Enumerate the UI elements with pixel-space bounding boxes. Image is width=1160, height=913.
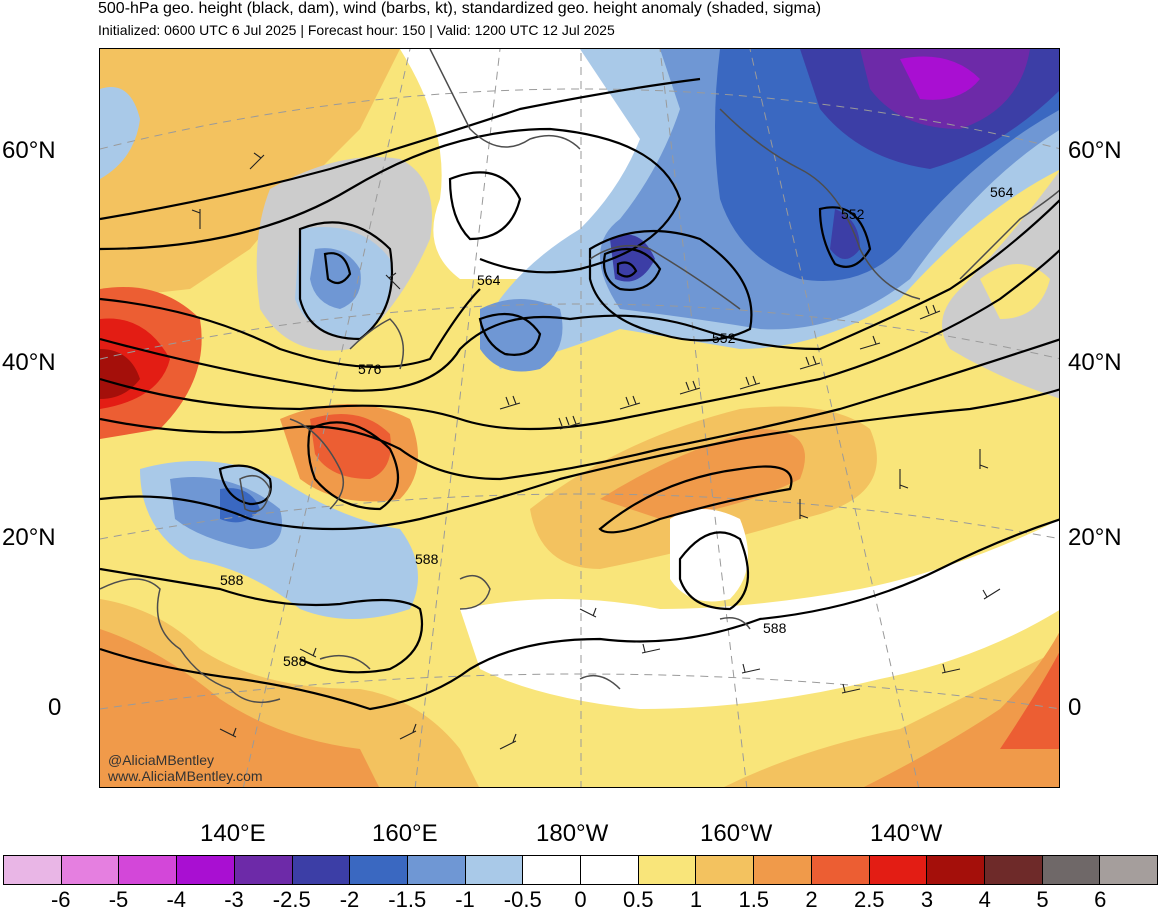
anomaly-okhotsk-blue	[310, 248, 361, 309]
colorbar-label: 0.5	[622, 887, 654, 912]
map-panel: 564 576 552 552 564 588 588 588 588	[99, 48, 1060, 788]
wind-barbs	[191, 152, 1001, 750]
colorbar-label: 1.5	[738, 887, 770, 912]
colorbar-swatch	[1042, 856, 1101, 884]
anomaly-japan-red	[310, 414, 391, 479]
contour-label: 564	[990, 184, 1014, 200]
anomaly-ne-yellow	[980, 264, 1050, 319]
colorbar-label: -2.5	[272, 887, 311, 912]
contour-label-group: 564 576 552 552 564 588 588 588 588	[220, 184, 1014, 669]
colorbar-label: -3	[224, 887, 244, 912]
chart-title: 500-hPa geo. height (black, dam), wind (…	[98, 0, 822, 17]
contour-label: 588	[763, 620, 787, 636]
colorbar-swatch	[1100, 856, 1158, 884]
colorbar-swatch	[638, 856, 697, 884]
colorbar	[3, 855, 1158, 885]
colorbar-label: 3	[920, 887, 934, 912]
lat-label-right: 60°N	[1068, 137, 1122, 164]
colorbar-label: -2	[339, 887, 360, 912]
contour-label: 552	[841, 206, 865, 222]
colorbar-label: 1	[689, 887, 703, 912]
height-contours	[100, 77, 1059, 711]
anomaly-tropical-white	[460, 519, 1059, 709]
colorbar-label: -6	[50, 887, 71, 912]
colorbar-swatch	[407, 856, 466, 884]
credit-handle: @AliciaMBentley	[108, 752, 215, 768]
anomaly-alaska-core	[830, 209, 860, 259]
colorbar-swatch	[581, 856, 639, 884]
chart-subtitle: Initialized: 0600 UTC 6 Jul 2025 | Forec…	[98, 22, 615, 38]
colorbar-label: -4	[166, 887, 187, 912]
lat-label-left: 40°N	[2, 349, 56, 376]
contour-label: 564	[477, 272, 501, 288]
map-svg: 564 576 552 552 564 588 588 588 588	[100, 49, 1059, 787]
colorbar-label: 2	[805, 887, 818, 912]
colorbar-swatch	[61, 856, 120, 884]
colorbar-swatch	[523, 856, 582, 884]
colorbar-label: -1	[455, 887, 475, 912]
anomaly-north-white	[400, 49, 680, 279]
lon-label: 180°W	[536, 820, 609, 847]
lon-label: 160°E	[372, 820, 438, 847]
coastlines	[100, 49, 1059, 704]
colorbar-swatch	[119, 856, 178, 884]
colorbar-swatch	[234, 856, 293, 884]
colorbar-label: 2.5	[853, 887, 885, 912]
colorbar-swatch	[984, 856, 1043, 884]
colorbar-swatch	[350, 856, 408, 884]
anomaly-nw-orange	[100, 49, 400, 299]
lat-label-right: 0	[1068, 694, 1082, 721]
contour-label: 588	[415, 551, 439, 567]
lat-label-left: 0	[48, 694, 62, 721]
colorbar-swatch	[869, 856, 928, 884]
colorbar-swatch	[754, 856, 812, 884]
colorbar-swatch	[927, 856, 985, 884]
colorbar-label: 0	[574, 887, 587, 912]
contour-label: 552	[712, 330, 736, 346]
contour-label: 576	[358, 361, 382, 377]
colorbar-swatch	[4, 856, 62, 884]
anomaly-se-red	[1000, 652, 1059, 749]
lat-label-right: 20°N	[1068, 524, 1122, 551]
contour-label: 588	[220, 572, 244, 588]
lon-label: 140°E	[200, 820, 266, 847]
colorbar-swatch	[696, 856, 755, 884]
colorbar-swatch	[177, 856, 235, 884]
anomaly-subtrop-darkblue	[220, 488, 260, 523]
colorbar-swatch	[465, 856, 524, 884]
lon-label: 160°W	[700, 820, 773, 847]
anomaly-nw-blue	[100, 87, 140, 179]
colorbar-swatch	[811, 856, 870, 884]
colorbar-label: 4	[978, 887, 991, 912]
colorbar-label: 6	[1094, 887, 1107, 912]
lat-label-left: 60°N	[2, 137, 56, 164]
lon-label: 140°W	[870, 820, 943, 847]
colorbar-label: -1.5	[388, 887, 427, 912]
lat-label-left: 20°N	[2, 524, 56, 551]
lat-label-right: 40°N	[1068, 349, 1122, 376]
colorbar-label: -0.5	[503, 887, 542, 912]
colorbar-swatch	[292, 856, 351, 884]
contour-label: 588	[283, 653, 307, 669]
anomaly-arctic-purple	[900, 56, 980, 100]
anomaly-cpac-white	[670, 509, 748, 602]
credit-site: www.AliciaMBentley.com	[108, 768, 263, 784]
colorbar-label: -5	[108, 887, 129, 912]
colorbar-label: 5	[1036, 887, 1049, 912]
